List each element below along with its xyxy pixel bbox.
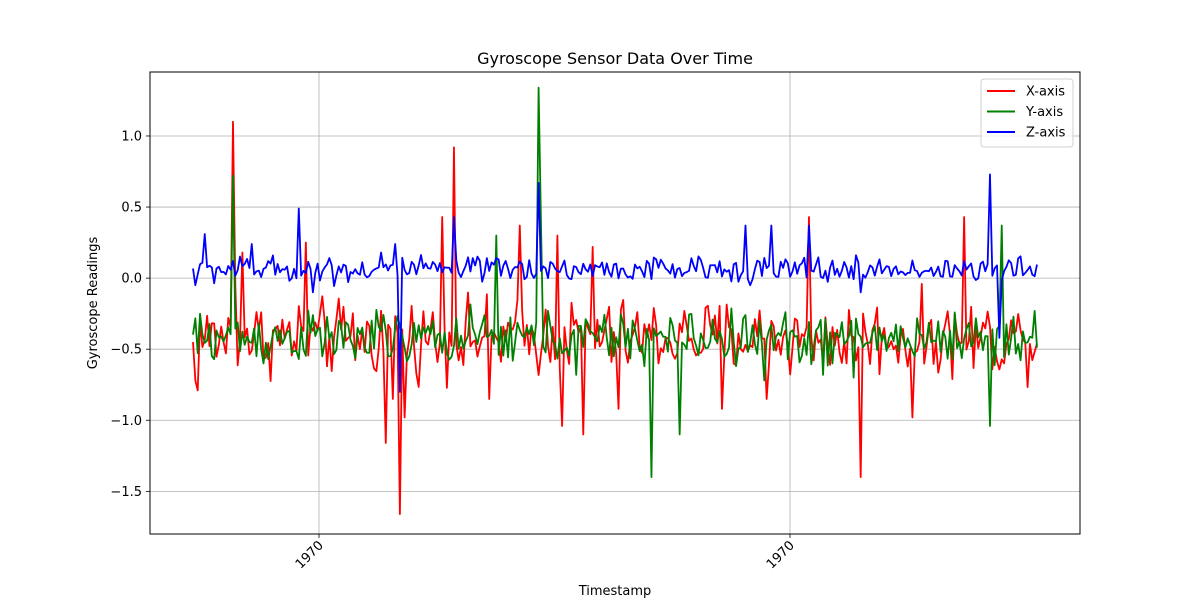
legend-label: Z-axis xyxy=(1026,126,1066,141)
x-axis-label: Timestamp xyxy=(578,584,652,599)
x-axis-ticks: 1970 1970 xyxy=(293,534,798,572)
legend-box xyxy=(980,78,1074,148)
series-line-x-axis xyxy=(192,120,1038,515)
plot-frame xyxy=(149,71,1081,535)
x-tick-label: 1970 xyxy=(293,538,327,572)
y-tick-label: 1.0 xyxy=(121,129,142,144)
series-group xyxy=(192,86,1038,515)
chart-title: Gyroscope Sensor Data Over Time xyxy=(477,49,753,68)
y-tick-label: −1.5 xyxy=(110,485,142,500)
y-tick-label: 0.5 xyxy=(121,201,142,216)
legend-label: X-axis xyxy=(1026,85,1065,100)
y-axis-ticks: 1.0 0.5 0.0 −0.5 −1.0 −1.5 xyxy=(110,129,150,500)
grid-lines xyxy=(150,72,1080,534)
legend: X-axis Y-axis Z-axis xyxy=(980,78,1074,148)
x-tick-label: 1970 xyxy=(764,538,798,572)
series-line-y-axis xyxy=(192,86,1038,479)
y-tick-label: 0.0 xyxy=(121,272,142,287)
legend-label: Y-axis xyxy=(1025,105,1063,120)
y-tick-label: −1.0 xyxy=(110,414,142,429)
y-axis-label: Gyroscope Readings xyxy=(86,236,101,369)
y-tick-label: −0.5 xyxy=(110,343,142,358)
series-line-z-axis xyxy=(192,173,1038,393)
